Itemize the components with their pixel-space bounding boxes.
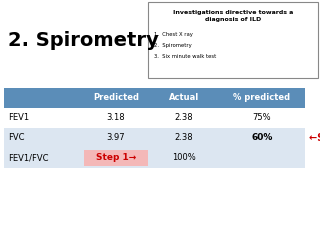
Text: % predicted: % predicted (233, 94, 290, 102)
Text: 2.  Spirometry: 2. Spirometry (154, 43, 192, 48)
Text: 60%: 60% (251, 133, 272, 143)
Text: 3.97: 3.97 (107, 133, 125, 143)
Text: 3.  Six minute walk test: 3. Six minute walk test (154, 54, 216, 59)
Text: FVC: FVC (8, 133, 25, 143)
Bar (4, 88, 82, 108)
Bar (4, 148, 82, 168)
Bar (4, 128, 82, 148)
Text: Predicted: Predicted (93, 94, 139, 102)
Text: 2.38: 2.38 (175, 114, 193, 122)
Bar (148, 2, 318, 78)
Bar (218, 128, 305, 148)
Bar (150, 88, 218, 108)
Bar (218, 88, 305, 108)
Bar (82, 108, 150, 128)
Bar (218, 108, 305, 128)
Text: 2.38: 2.38 (175, 133, 193, 143)
Text: FEV1: FEV1 (8, 114, 29, 122)
Text: FEV1/FVC: FEV1/FVC (8, 154, 49, 162)
Bar (82, 88, 150, 108)
Text: Step 1→: Step 1→ (96, 154, 136, 162)
Bar (4, 108, 82, 128)
Text: Investigations directive towards a
diagnosis of ILD: Investigations directive towards a diagn… (173, 10, 293, 22)
Text: ←Step 2: ←Step 2 (309, 133, 320, 143)
Text: 75%: 75% (252, 114, 271, 122)
Bar (150, 148, 218, 168)
Text: 3.18: 3.18 (107, 114, 125, 122)
Bar (150, 128, 218, 148)
Bar (150, 108, 218, 128)
Bar (84, 150, 148, 166)
Bar (82, 148, 150, 168)
Bar (82, 128, 150, 148)
Text: 2. Spirometry: 2. Spirometry (8, 30, 159, 49)
Text: 1.  Chest X ray: 1. Chest X ray (154, 32, 193, 37)
Bar (218, 148, 305, 168)
Text: Actual: Actual (169, 94, 199, 102)
Text: 100%: 100% (172, 154, 196, 162)
